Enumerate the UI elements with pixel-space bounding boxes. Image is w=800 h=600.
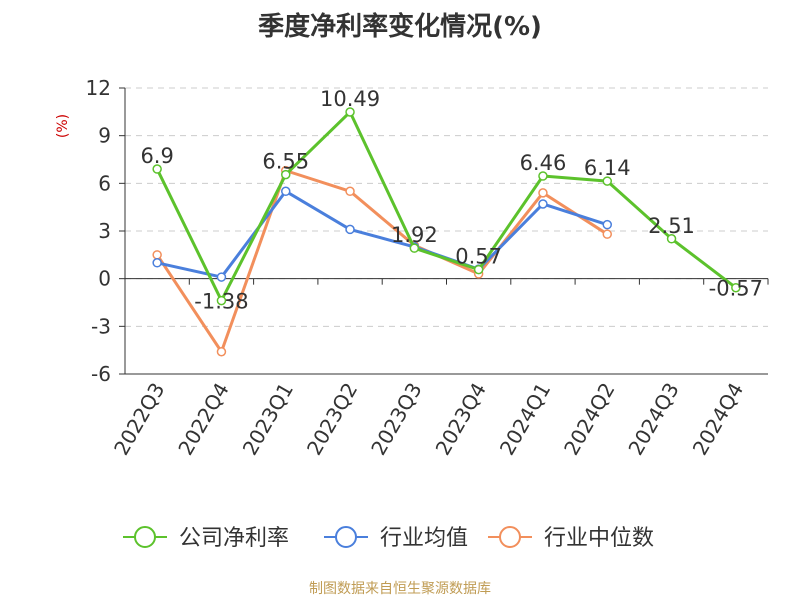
x-tick-labels: 2022Q3 2022Q4 2023Q1 2023Q2 2023Q3 2023Q4 2024… — [109, 379, 748, 460]
data-label: -1.38 — [194, 290, 248, 314]
y-tick-label: 0 — [98, 267, 111, 291]
data-label: -0.57 — [709, 277, 763, 301]
data-point — [345, 107, 355, 117]
data-point — [216, 295, 227, 306]
data-label: 6.14 — [584, 156, 631, 180]
data-label: 10.49 — [320, 87, 380, 111]
y-tick-label: 12 — [86, 76, 111, 100]
y-tick-label: 3 — [98, 219, 111, 243]
y-tick-label: -3 — [91, 314, 111, 338]
data-label: 6.46 — [520, 151, 567, 175]
data-point — [731, 282, 741, 293]
data-label: 2.51 — [648, 214, 695, 238]
series-line — [156, 189, 608, 279]
x-tick-label: 2023Q4 — [431, 379, 491, 460]
data-point — [152, 258, 162, 268]
x-tick-label: 2024Q3 — [623, 379, 683, 460]
legend-marker — [134, 526, 156, 548]
data-point — [602, 176, 612, 186]
y-axis-label: (%) — [55, 114, 71, 138]
data-point — [602, 219, 612, 230]
data-point — [538, 171, 548, 181]
series-line — [155, 110, 737, 303]
y-tick-label: 9 — [98, 124, 111, 148]
x-tick-label: 2022Q3 — [109, 379, 169, 460]
x-tick-label: 2022Q4 — [173, 379, 233, 460]
legend-label: 公司净利率 — [179, 526, 289, 551]
data-point — [345, 186, 355, 197]
data-point — [216, 347, 227, 357]
data-point — [409, 243, 420, 253]
legend-label: 行业中位数 — [544, 526, 654, 551]
data-label: 6.9 — [140, 144, 173, 168]
data-point — [666, 234, 677, 244]
data-labels: 6.9 -1.38 6.55 10.49 1.92 0.57 6.46 6.14 2.51 -0.… — [140, 87, 763, 314]
data-point — [538, 188, 548, 198]
x-tick-label: 2024Q4 — [688, 379, 748, 460]
x-tick-label: 2024Q1 — [495, 379, 555, 460]
chart-title: 季度净利率变化情况(%) — [258, 12, 542, 42]
data-point — [281, 186, 291, 197]
data-label: 6.55 — [262, 150, 309, 174]
data-label: 1.92 — [391, 223, 438, 247]
legend-marker — [499, 526, 521, 548]
data-point — [152, 250, 162, 260]
y-tick-labels: -6 -3 0 3 6 9 12 — [86, 76, 111, 386]
y-tick-label: -6 — [91, 362, 111, 386]
data-point — [345, 224, 355, 235]
series-lines — [152, 107, 741, 357]
legend-label: 行业均值 — [380, 526, 468, 551]
x-tick-label: 2023Q1 — [238, 379, 298, 460]
data-point — [473, 264, 484, 275]
x-tick-label: 2024Q2 — [559, 379, 619, 460]
legend-marker — [335, 526, 357, 548]
data-label: 0.57 — [455, 245, 502, 269]
legend: 公司净利率 行业均值 行业中位数 — [123, 526, 654, 551]
source-note: 制图数据来自恒生聚源数据库 — [309, 581, 491, 597]
data-point — [216, 272, 227, 282]
x-tick-label: 2023Q3 — [366, 379, 426, 460]
x-tick-label: 2023Q2 — [302, 379, 362, 460]
data-point — [538, 199, 548, 209]
y-tick-label: 6 — [98, 171, 111, 195]
series-line — [155, 169, 609, 354]
data-point — [152, 164, 162, 174]
data-point — [281, 169, 291, 180]
data-point — [602, 229, 612, 239]
